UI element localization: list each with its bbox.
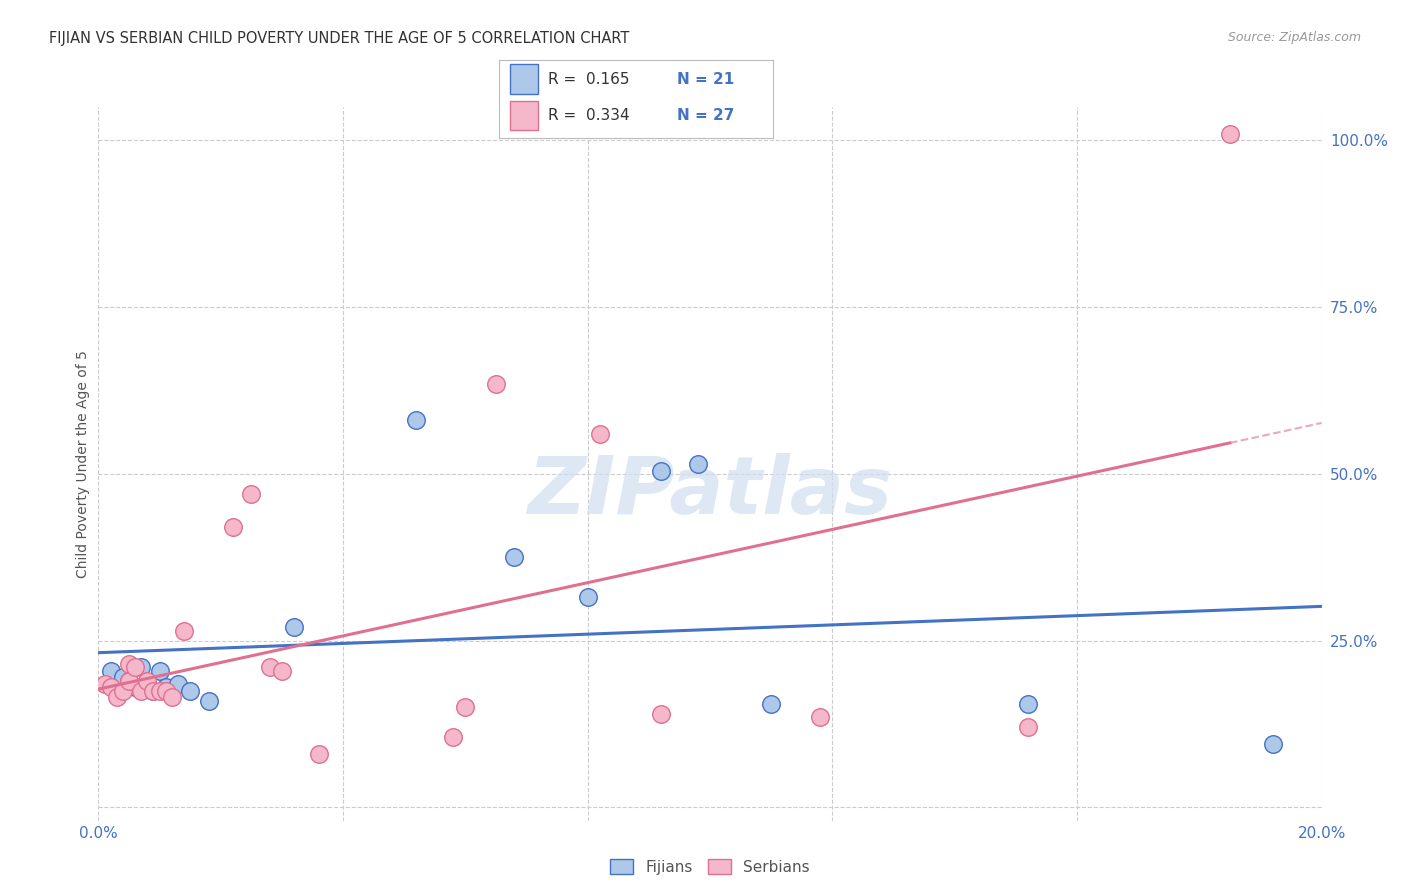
- Point: [124, 660, 146, 674]
- Point: [105, 690, 128, 705]
- Point: [197, 693, 219, 707]
- Point: [142, 683, 165, 698]
- Point: [136, 677, 159, 691]
- Point: [149, 683, 172, 698]
- Point: [650, 706, 672, 721]
- Point: [167, 677, 190, 691]
- Point: [650, 463, 672, 477]
- Point: [808, 710, 831, 724]
- Point: [454, 700, 477, 714]
- Text: R =  0.334: R = 0.334: [548, 108, 630, 122]
- Point: [441, 731, 464, 745]
- Point: [118, 673, 141, 688]
- Point: [155, 683, 177, 698]
- Text: Source: ZipAtlas.com: Source: ZipAtlas.com: [1227, 31, 1361, 45]
- Point: [173, 624, 195, 638]
- Text: ZIPatlas: ZIPatlas: [527, 453, 893, 532]
- Legend: Fijians, Serbians: Fijians, Serbians: [605, 853, 815, 880]
- Text: N = 27: N = 27: [678, 108, 735, 122]
- Point: [142, 683, 165, 698]
- Point: [136, 673, 159, 688]
- Point: [405, 413, 427, 427]
- Point: [240, 487, 263, 501]
- Point: [149, 664, 172, 678]
- Point: [576, 591, 599, 605]
- Point: [283, 620, 305, 634]
- Point: [1219, 127, 1241, 141]
- Point: [111, 683, 134, 698]
- Point: [118, 673, 141, 688]
- Point: [1017, 720, 1039, 734]
- Point: [155, 680, 177, 694]
- Text: R =  0.165: R = 0.165: [548, 72, 630, 87]
- Point: [259, 660, 281, 674]
- Point: [686, 457, 709, 471]
- Point: [1261, 737, 1284, 751]
- Point: [118, 657, 141, 671]
- Point: [270, 664, 292, 678]
- Point: [222, 520, 245, 534]
- Point: [179, 683, 201, 698]
- Point: [160, 690, 183, 705]
- Point: [1017, 697, 1039, 711]
- Point: [111, 670, 134, 684]
- Point: [759, 697, 782, 711]
- Bar: [510, 101, 537, 130]
- Point: [503, 550, 526, 565]
- Bar: [510, 64, 537, 95]
- Point: [129, 683, 152, 698]
- Point: [124, 680, 146, 694]
- Point: [93, 677, 115, 691]
- Point: [100, 664, 122, 678]
- Point: [129, 660, 152, 674]
- Point: [308, 747, 330, 761]
- Y-axis label: Child Poverty Under the Age of 5: Child Poverty Under the Age of 5: [76, 350, 90, 578]
- Point: [100, 680, 122, 694]
- Point: [485, 376, 508, 391]
- Point: [589, 426, 612, 441]
- Text: FIJIAN VS SERBIAN CHILD POVERTY UNDER THE AGE OF 5 CORRELATION CHART: FIJIAN VS SERBIAN CHILD POVERTY UNDER TH…: [49, 31, 630, 46]
- Text: N = 21: N = 21: [678, 72, 734, 87]
